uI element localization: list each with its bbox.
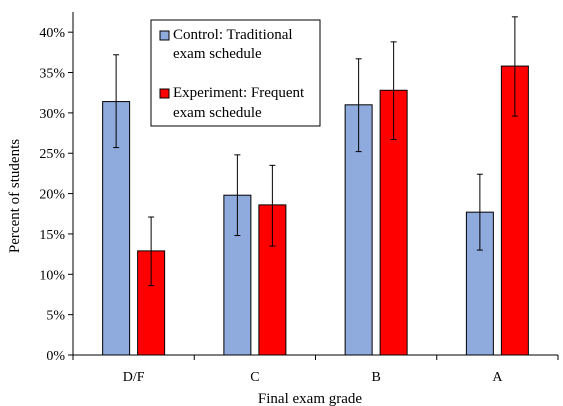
error-bars (113, 16, 518, 287)
legend-box (150, 19, 321, 127)
y-tick-label: 20% (39, 188, 65, 203)
x-axis-title: Final exam grade (258, 391, 362, 406)
x-tick-label: C (250, 370, 259, 385)
x-tick-label: D/F (123, 370, 145, 385)
y-tick-label: 35% (39, 67, 65, 82)
y-tick-label: 15% (39, 228, 65, 243)
legend-label-experiment-line2: exam schedule (173, 105, 262, 121)
y-tick-label: 5% (46, 309, 65, 324)
y-axis-ticks: 0% 5% 10% 15% 20% 25% 30% 35% 40% (39, 26, 73, 364)
legend-swatch-control (159, 30, 170, 41)
legend-label-control-line2: exam schedule (173, 46, 262, 62)
legend-label-control-line1: Control: Traditional (173, 27, 293, 43)
legend-label-experiment-line1: Experiment: Frequent (173, 85, 305, 101)
y-tick-label: 0% (46, 349, 65, 364)
y-tick-label: 10% (39, 268, 65, 283)
y-tick-label: 30% (39, 107, 65, 122)
legend: Control: Traditional exam schedule Exper… (150, 19, 321, 127)
legend-swatch-experiment (159, 88, 170, 99)
y-tick-label: 40% (39, 26, 65, 41)
x-axis-ticks: D/F C B A (72, 355, 559, 385)
y-axis-title: Percent of students (7, 139, 23, 253)
x-tick-label: B (371, 370, 380, 385)
x-tick-label: A (492, 370, 503, 385)
y-tick-label: 25% (39, 147, 65, 162)
